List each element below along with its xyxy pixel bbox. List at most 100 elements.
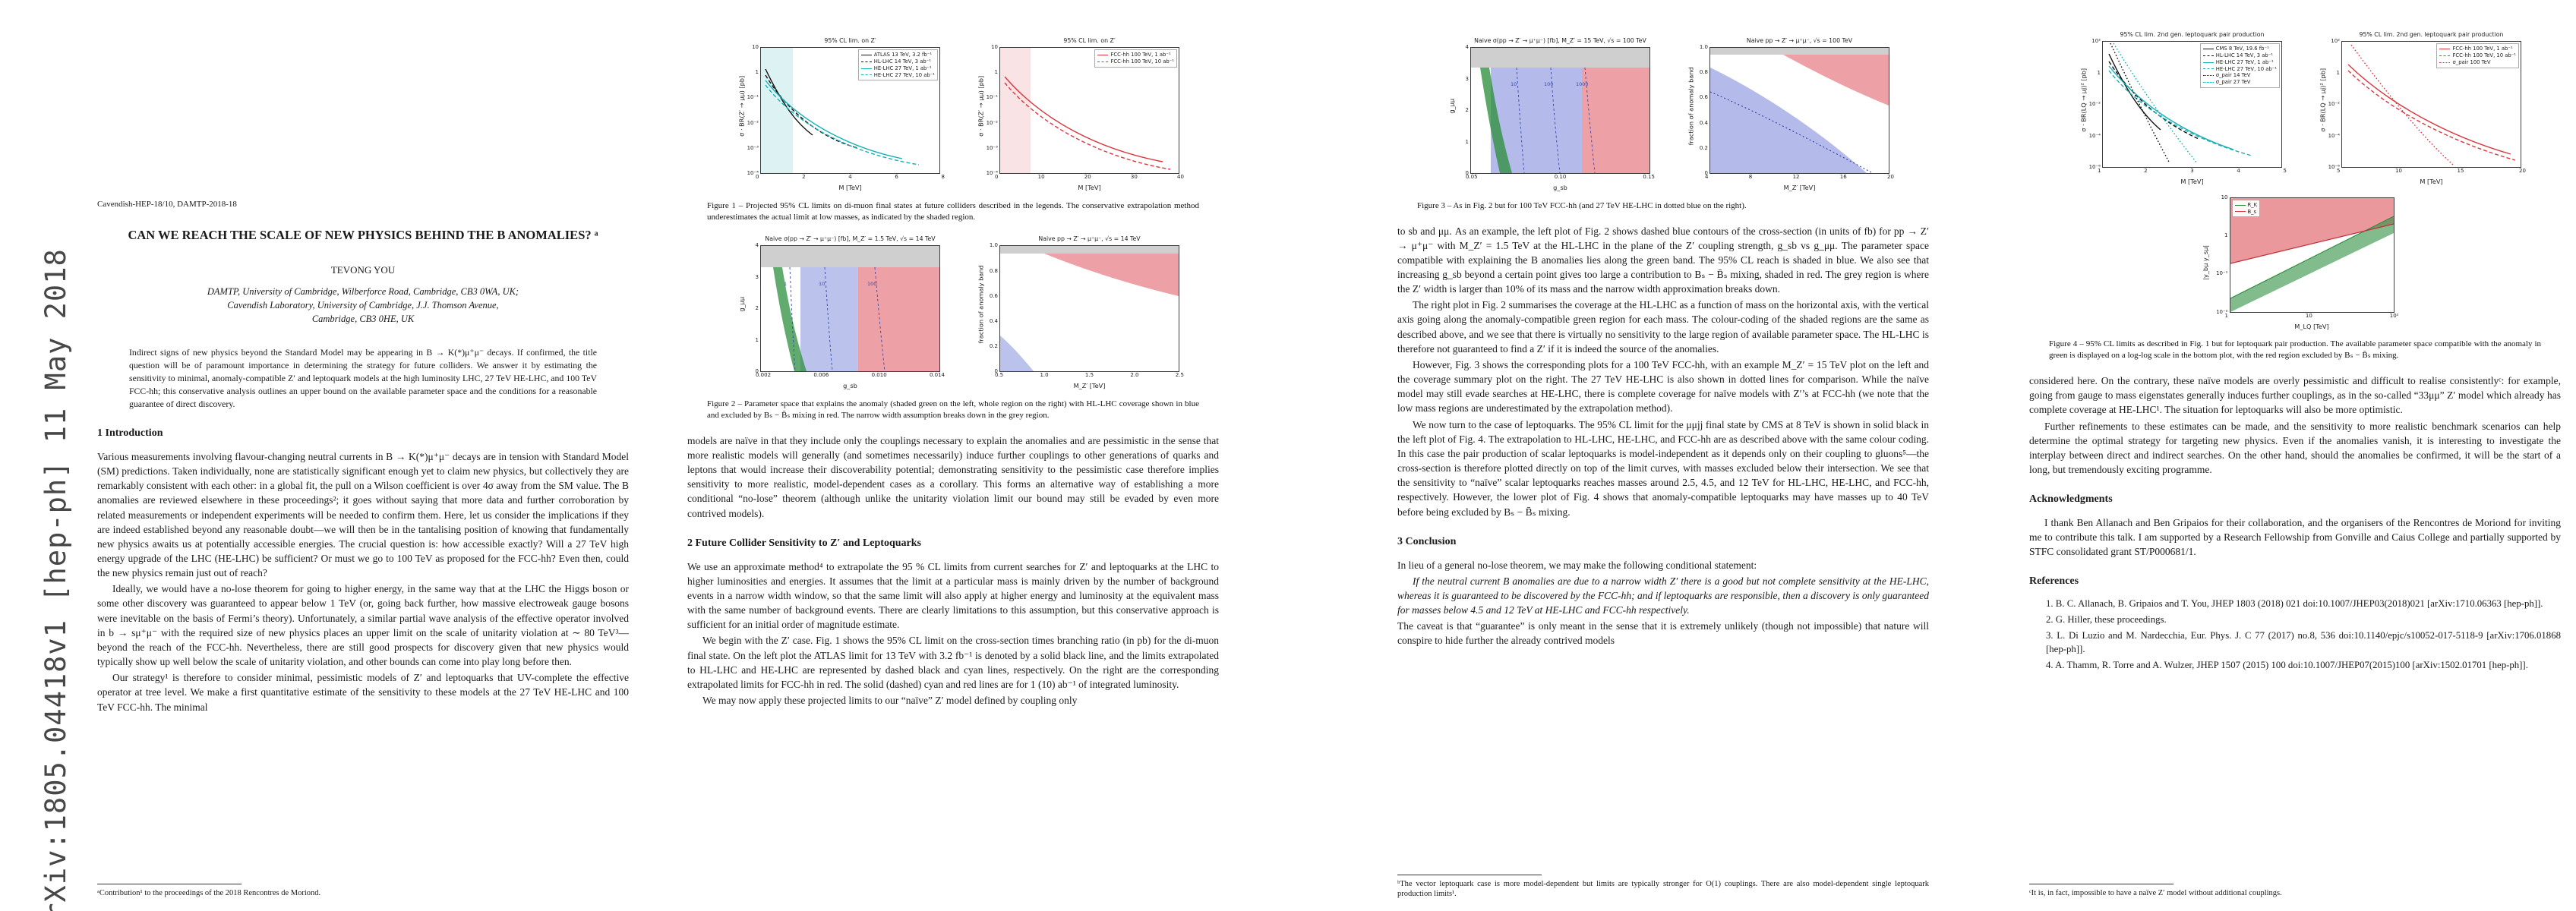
tick-label: 1.0 <box>1040 372 1049 379</box>
reference-item: 1. B. C. Allanach, B. Gripaios and T. Yo… <box>2046 598 2543 610</box>
plot-legend: R_K B_s <box>2231 199 2261 218</box>
tick-label: 0.6 <box>1699 94 1708 101</box>
paragraph: We begin with the Z′ case. Fig. 1 shows … <box>687 635 1219 690</box>
y-axis-label: σ · BR(Z′ → μμ) [pb] <box>977 75 985 137</box>
tick-label: 10⁻³ <box>747 144 759 151</box>
tick-label: 2 <box>2144 168 2148 175</box>
legend-line <box>2202 68 2214 70</box>
page-1: Cavendish-HEP-18/10, DAMTP-2018-18 CAN W… <box>97 199 629 905</box>
tick-label: 1 <box>1465 138 1469 145</box>
y-axis-label: fraction of anomaly band <box>1687 67 1695 146</box>
plot-frame: ATLAS 13 TeV, 3.2 fb⁻¹ HL-LHC 14 TeV, 3 … <box>747 45 945 180</box>
x-ticks: 1 2 3 4 5 <box>2098 169 2287 174</box>
y-ticks: 4 3 2 1 0 <box>1466 45 1469 176</box>
legend-label: HE-LHC 27 TeV, 1 ab⁻¹ <box>2215 58 2274 65</box>
tick-label: 1 <box>2224 312 2228 319</box>
tick-label: 1.0 <box>1699 44 1708 51</box>
x-axis-label: g_sb <box>843 382 857 390</box>
tick-label: 1 <box>2336 69 2340 76</box>
affiliation: DAMTP, University of Cambridge, Wilberfo… <box>97 285 629 326</box>
paragraph: The right plot in Fig. 2 summarises the … <box>1397 299 1929 355</box>
legend-line <box>860 74 872 76</box>
acknowledgments-heading: Acknowledgments <box>2029 493 2113 506</box>
plot-frame: R_K B_s 10 1 10⁻¹ 10⁻² 1 10 10² <box>2216 194 2398 318</box>
arxiv-banner: arXiv:1805.04418v1 [hep-ph] 11 May 2018 <box>39 248 72 911</box>
contour-label: 100 <box>1544 81 1553 87</box>
tick-label: 0.8 <box>1699 69 1708 76</box>
section-heading-introduction: 1 Introduction <box>97 427 163 439</box>
legend-line <box>2439 61 2451 63</box>
y-ticks: 10² 1 10⁻² 10⁻⁴ 10⁻⁶ <box>2089 39 2101 170</box>
legend-label: HE-LHC 27 TeV, 10 ab⁻¹ <box>2215 65 2277 72</box>
tick-label: 10⁻² <box>747 119 759 126</box>
paragraph: considered here. On the contrary, these … <box>2029 375 2561 416</box>
tick-label: 10⁻² <box>986 119 998 126</box>
legend-line <box>2234 204 2246 206</box>
tick-label: 20 <box>1084 174 1091 181</box>
y-axis-label: σ · BR(Z′ → μμ) [pb] <box>737 75 746 137</box>
tick-label: 10⁻¹ <box>747 94 759 101</box>
legend-label: HE-LHC 27 TeV, 10 ab⁻¹ <box>873 71 935 78</box>
legend-label: FCC-hh 100 TeV, 1 ab⁻¹ <box>1110 52 1171 58</box>
plot-frame: 1.0 0.8 0.6 0.4 0.2 0 0.5 1.0 1.5 2.0 2.5 <box>990 243 1184 378</box>
plot-title: Naive pp → Z′ → μ⁺μ⁻, √s = 100 TeV <box>1746 37 1853 44</box>
tick-label: 0.010 <box>871 372 887 379</box>
x-axis-label: M_LQ [TeV] <box>2294 322 2329 330</box>
tick-label: 1 <box>2097 69 2101 76</box>
plot-title: Naive pp → Z′ → μ⁺μ⁻, √s = 14 TeV <box>1038 235 1141 243</box>
tick-label: 10⁻⁶ <box>2328 164 2340 171</box>
x-ticks: 0 2 4 6 8 <box>756 175 945 180</box>
reference-item: 3. L. Di Luzio and M. Nardecchia, Eur. P… <box>2046 630 2561 655</box>
tick-label: 6 <box>895 174 898 181</box>
paragraph: We use an approximate method⁴ to extrapo… <box>687 560 1219 631</box>
tick-label: 1.5 <box>1084 372 1094 379</box>
tick-label: 10⁻⁴ <box>2328 132 2340 139</box>
legend-line <box>2202 82 2214 84</box>
legend-line <box>860 68 872 69</box>
legend-label: HE-LHC 27 TeV, 1 ab⁻¹ <box>873 65 932 71</box>
page-4: σ · BR(LQ → μj)² [pb] 95% CL lim. 2nd ge… <box>2029 30 2561 905</box>
plot-title: 95% CL lim. 2nd gen. leptoquark pair pro… <box>2120 31 2265 38</box>
author-name: TEVONG YOU <box>330 263 396 276</box>
paragraph: Various measurements involving flavour-c… <box>97 450 629 579</box>
tick-label: 10 <box>1037 174 1045 181</box>
tick-label: 4 <box>1705 174 1709 181</box>
y-ticks: 10 1 10⁻¹ 10⁻² <box>2216 194 2228 315</box>
tick-label: 0.10 <box>1554 174 1567 181</box>
figure-2-caption: Figure 2 – Parameter space that explains… <box>707 399 1199 420</box>
contour-label: 10 <box>819 281 825 287</box>
contour-label: 1000 <box>1576 81 1589 87</box>
x-ticks: 4 8 12 16 20 <box>1705 175 1894 180</box>
tick-label: 0.8 <box>989 267 998 274</box>
legend-label: σ_pair 27 TeV <box>2215 79 2251 86</box>
plot-canvas <box>1000 48 1171 174</box>
fig2-right-plot: fraction of anomaly band Naive pp → Z′ →… <box>966 235 1184 391</box>
legend-label: R_K <box>2247 201 2258 208</box>
legend-line <box>2439 55 2451 56</box>
contour-label: 10 <box>1511 81 1517 87</box>
plot-canvas: 1 10 100 <box>761 246 939 372</box>
x-ticks: 0 10 20 30 40 <box>995 175 1184 180</box>
legend-label: σ_pair 14 TeV <box>2215 72 2251 79</box>
paragraph: Further refinements to these estimates c… <box>2029 420 2561 475</box>
tick-label: 0.4 <box>1699 119 1708 126</box>
tick-label: 8 <box>1748 174 1753 181</box>
paragraph: We may now apply these projected limits … <box>702 695 1078 706</box>
figure-2: g_μμ Naive σ(pp → Z′ → μ⁺μ⁻) [fb], M_Z′ … <box>687 235 1219 421</box>
paragraph: In lieu of a general no-lose theorem, we… <box>1397 559 1757 571</box>
legend-label: FCC-hh 100 TeV, 10 ab⁻¹ <box>1110 58 1174 65</box>
tick-label: 10 <box>2221 194 2228 200</box>
tick-label: 2 <box>1465 107 1469 114</box>
plot-frame: FCC-hh 100 TeV, 1 ab⁻¹ FCC-hh 100 TeV, 1… <box>987 45 1184 180</box>
x-axis-label: M [TeV] <box>838 184 862 192</box>
legend-label: σ_pair 100 TeV <box>2452 58 2491 65</box>
y-axis-label: fraction of anomaly band <box>977 265 985 344</box>
tick-label: 12 <box>1792 174 1800 181</box>
tick-label: 2 <box>755 305 759 312</box>
paragraph: However, Fig. 3 shows the corresponding … <box>1397 358 1929 415</box>
paragraph: models are naïve in that they include on… <box>687 434 1219 519</box>
tick-label: 1 <box>2224 232 2228 239</box>
tick-label: 0 <box>756 174 759 181</box>
